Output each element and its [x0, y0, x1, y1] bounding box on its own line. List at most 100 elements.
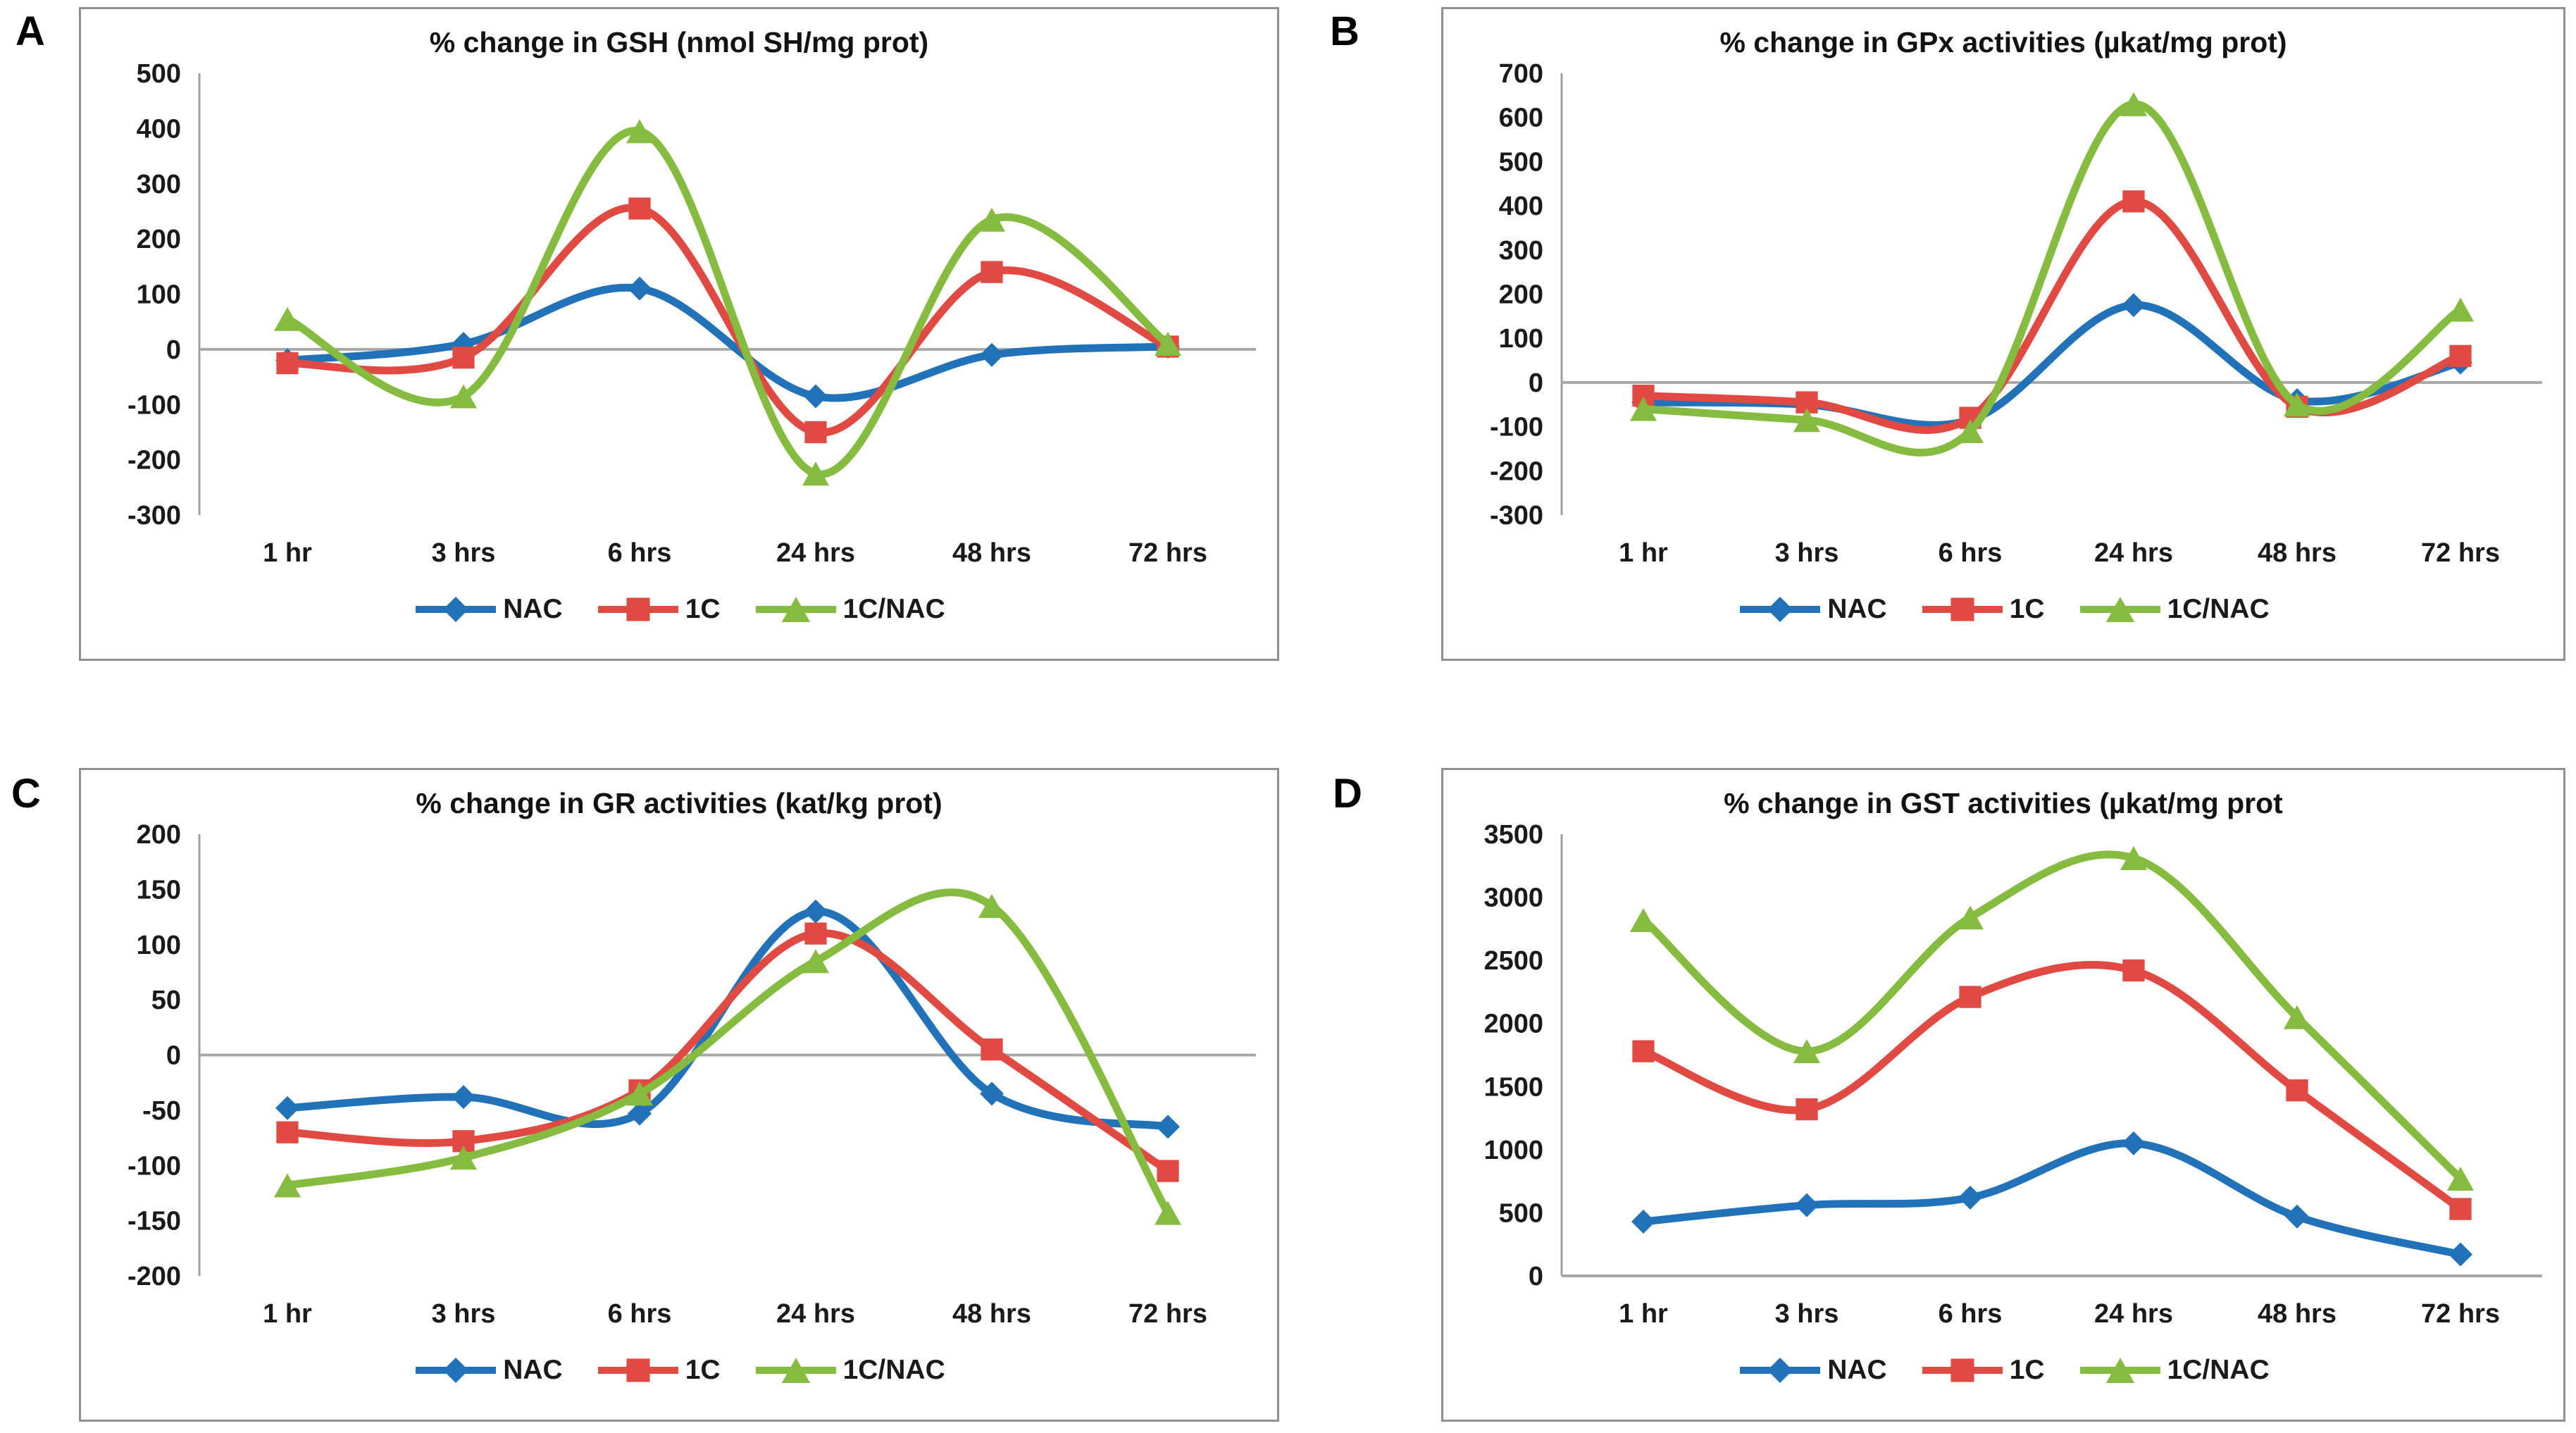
legend-label-1cnac: 1C/NAC	[2167, 594, 2270, 624]
chart-title-gst: % change in GST activities (µkat/mg prot	[1724, 787, 2283, 819]
1cnac-line-marker-icon	[755, 597, 836, 622]
chart-legend: NAC 1C 1C/NAC	[1443, 594, 2563, 659]
svg-text:1000: 1000	[1483, 1136, 1543, 1165]
svg-text:-100: -100	[127, 1151, 181, 1181]
legend-label-1cnac: 1C/NAC	[2167, 1355, 2270, 1385]
svg-text:1500: 1500	[1483, 1072, 1543, 1102]
panel-gsh-chart: % change in GSH (nmol SH/mg prot) 500 400…	[79, 7, 1279, 661]
svg-text:1 hr: 1 hr	[1619, 538, 1668, 568]
svg-text:-300: -300	[1490, 501, 1543, 531]
svg-text:700: 700	[1499, 59, 1543, 89]
svg-text:24 hrs: 24 hrs	[776, 1299, 855, 1329]
chart-legend: NAC 1C 1C/NAC	[81, 1355, 1277, 1420]
nac-line-marker-icon	[416, 1358, 497, 1383]
svg-text:3 hrs: 3 hrs	[1775, 538, 1839, 568]
svg-text:150: 150	[137, 875, 181, 905]
legend-label-nac: NAC	[503, 1355, 563, 1385]
svg-text:3000: 3000	[1483, 883, 1543, 913]
legend-label-1c: 1C	[685, 594, 721, 624]
svg-text:0: 0	[166, 335, 181, 365]
svg-text:6 hrs: 6 hrs	[1939, 538, 2003, 568]
svg-text:6 hrs: 6 hrs	[1939, 1299, 2003, 1329]
svg-text:48 hrs: 48 hrs	[2258, 1299, 2337, 1329]
svg-text:400: 400	[137, 114, 181, 144]
panel-letter-b: B	[1330, 8, 1359, 54]
svg-text:500: 500	[1499, 1198, 1543, 1228]
legend-item-1cnac: 1C/NAC	[2077, 1355, 2270, 1386]
svg-text:200: 200	[137, 225, 181, 254]
svg-text:72 hrs: 72 hrs	[2421, 1299, 2500, 1329]
legend-label-nac: NAC	[1827, 1355, 1887, 1385]
legend-item-nac: NAC	[413, 594, 563, 625]
legend-item-1cnac: 1C/NAC	[753, 594, 945, 625]
svg-text:6 hrs: 6 hrs	[608, 538, 672, 568]
svg-text:1 hr: 1 hr	[263, 538, 312, 568]
legend-item-1c: 1C	[595, 594, 721, 625]
1c-line-marker-icon	[1922, 1358, 2003, 1382]
gst-line-chart: 3500 3000 2500 2000 1500 1000 500 0 1 hr 3 hrs 6 h…	[1483, 820, 2542, 1329]
svg-text:72 hrs: 72 hrs	[2421, 538, 2500, 568]
svg-text:24 hrs: 24 hrs	[2094, 538, 2173, 568]
svg-text:-150: -150	[127, 1207, 181, 1236]
svg-text:50: 50	[151, 986, 181, 1015]
1cnac-line-marker-icon	[2079, 597, 2160, 622]
svg-text:300: 300	[1499, 236, 1543, 266]
panel-gr-chart: % change in GR activities (kat/kg prot) …	[79, 768, 1279, 1422]
1cnac-line-marker-icon	[755, 1358, 836, 1383]
svg-text:24 hrs: 24 hrs	[776, 538, 855, 568]
nac-line-marker-icon	[416, 597, 497, 622]
legend-item-1c: 1C	[595, 1355, 721, 1386]
legend-label-1c: 1C	[2009, 594, 2045, 624]
svg-text:0: 0	[1529, 1262, 1543, 1291]
svg-text:6 hrs: 6 hrs	[608, 1299, 672, 1329]
svg-text:-200: -200	[127, 446, 181, 476]
gr-line-chart: 200 150 100 50 0 -50 -100 -150 -200 1 hr 3 hrs 6 hr…	[127, 820, 1256, 1329]
1c-line-marker-icon	[597, 1358, 678, 1382]
svg-text:3500: 3500	[1483, 820, 1543, 850]
panel-letter-a: A	[15, 8, 45, 54]
svg-text:500: 500	[1499, 147, 1543, 177]
1c-line-marker-icon	[597, 597, 678, 621]
legend-label-1c: 1C	[685, 1355, 721, 1385]
1cnac-line-marker-icon	[2079, 1358, 2160, 1383]
svg-text:100: 100	[137, 280, 181, 310]
svg-text:48 hrs: 48 hrs	[2258, 538, 2337, 568]
svg-text:2500: 2500	[1483, 946, 1543, 976]
legend-label-1cnac: 1C/NAC	[842, 1355, 945, 1385]
svg-text:-200: -200	[127, 1262, 181, 1291]
panel-gpx-chart: % change in GPx activities (µkat/mg prot…	[1441, 7, 2565, 661]
panel-letter-c: C	[11, 771, 41, 817]
svg-text:48 hrs: 48 hrs	[952, 1299, 1031, 1329]
legend-item-nac: NAC	[1737, 1355, 1887, 1386]
svg-text:600: 600	[1499, 104, 1543, 133]
nac-line-marker-icon	[1740, 1358, 1821, 1383]
svg-text:3 hrs: 3 hrs	[432, 1299, 496, 1329]
svg-text:400: 400	[1499, 192, 1543, 221]
svg-text:1 hr: 1 hr	[1619, 1299, 1668, 1329]
svg-text:200: 200	[137, 820, 181, 850]
legend-item-1cnac: 1C/NAC	[753, 1355, 945, 1386]
svg-text:100: 100	[1499, 324, 1543, 354]
svg-text:-300: -300	[127, 501, 181, 531]
chart-legend: NAC 1C 1C/NAC	[81, 594, 1277, 659]
svg-text:24 hrs: 24 hrs	[2094, 1299, 2173, 1329]
legend-item-1cnac: 1C/NAC	[2077, 594, 2270, 625]
panel-gst-chart: % change in GST activities (µkat/mg prot…	[1441, 768, 2565, 1422]
legend-item-1c: 1C	[1919, 594, 2045, 625]
svg-text:3 hrs: 3 hrs	[432, 538, 496, 568]
chart-title-gpx: % change in GPx activities (µkat/mg prot…	[1719, 26, 2287, 58]
svg-text:0: 0	[1529, 368, 1543, 398]
svg-text:-100: -100	[127, 390, 181, 420]
svg-text:1 hr: 1 hr	[263, 1299, 312, 1329]
svg-text:48 hrs: 48 hrs	[952, 538, 1031, 568]
svg-text:0: 0	[166, 1041, 181, 1071]
svg-text:3 hrs: 3 hrs	[1775, 1299, 1839, 1329]
svg-text:72 hrs: 72 hrs	[1128, 1299, 1207, 1329]
nac-line-marker-icon	[1740, 597, 1821, 622]
chart-legend: NAC 1C 1C/NAC	[1443, 1355, 2563, 1420]
svg-text:2000: 2000	[1483, 1010, 1543, 1039]
panel-letter-d: D	[1333, 771, 1362, 817]
legend-label-1cnac: 1C/NAC	[842, 594, 945, 624]
chart-title-gr: % change in GR activities (kat/kg prot)	[416, 787, 942, 819]
gpx-line-chart: 700 600 500 400 300 200 100 0 -100 -200 -300 1 hr 3 …	[1490, 59, 2542, 568]
